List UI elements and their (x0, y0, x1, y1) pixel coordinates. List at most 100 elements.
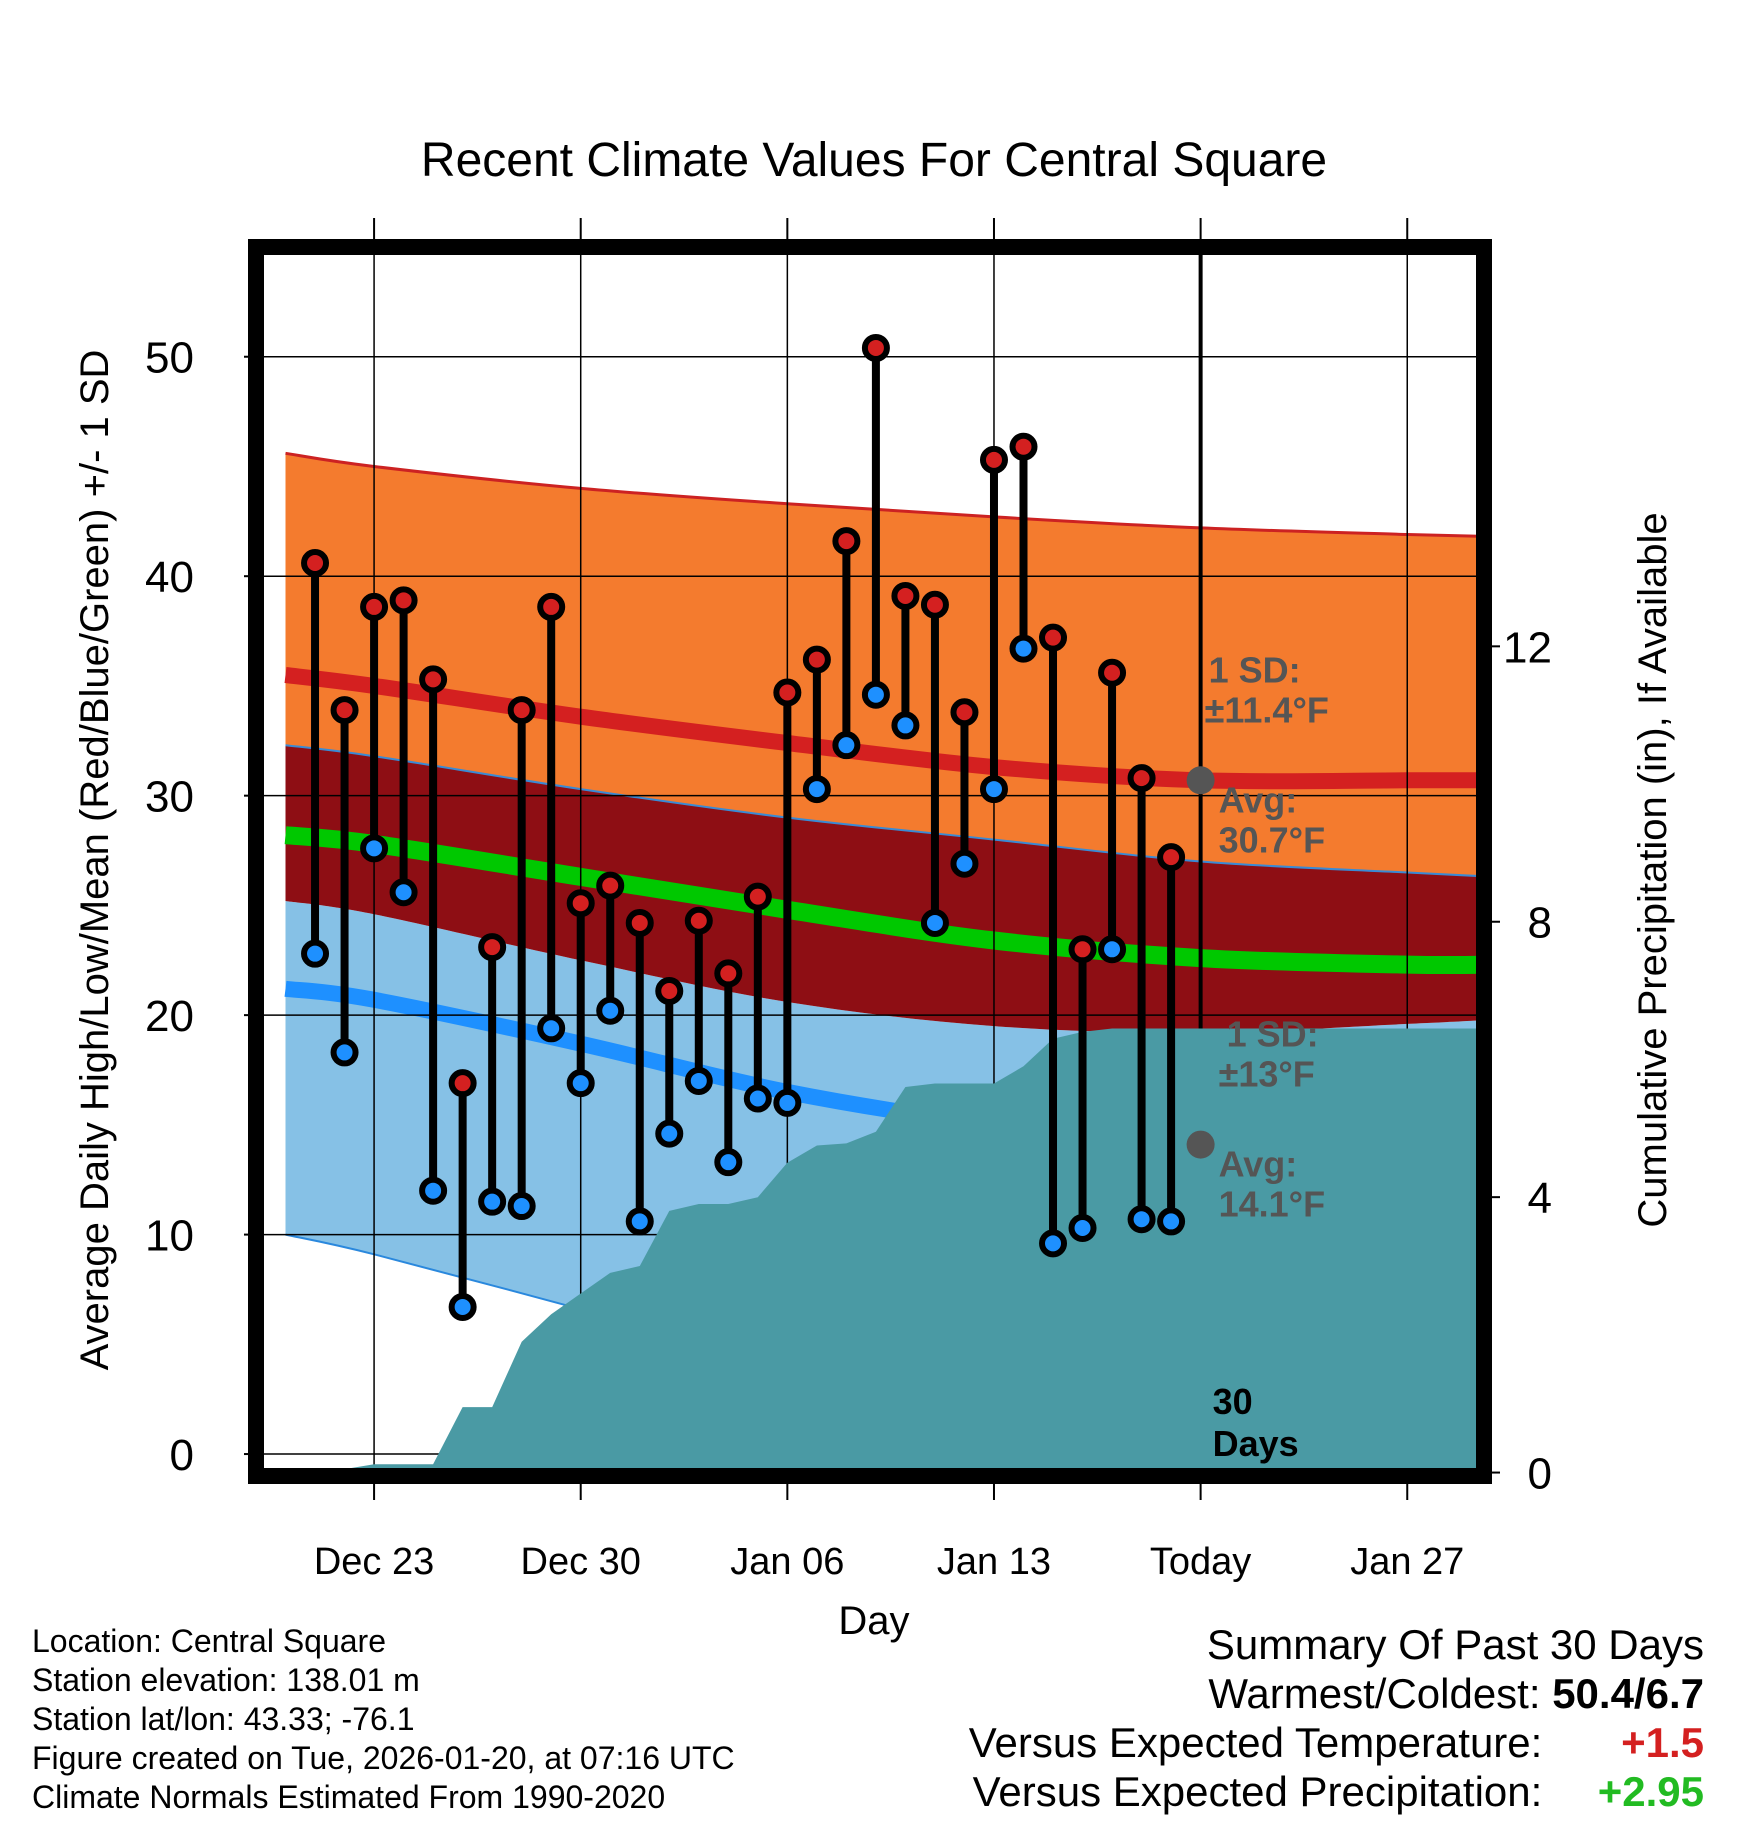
low-point (1098, 935, 1127, 964)
high-point (832, 527, 861, 556)
daily-marks (301, 333, 1186, 1322)
low-sd-label: 1 SD: (1227, 1014, 1319, 1055)
high-point (625, 908, 654, 937)
high-point (1098, 658, 1127, 687)
latlon-text: Station lat/lon: 43.33; -76.1 (32, 1701, 415, 1737)
y-axis-label: Average Daily High/Low/Mean (Red/Blue/Gr… (73, 350, 117, 1371)
high-sd-value: ±11.4°F (1205, 689, 1329, 730)
low-point (655, 1119, 684, 1148)
avg-high-marker (1186, 766, 1215, 795)
high-point (891, 581, 920, 610)
today-count-label: 30 (1213, 1381, 1253, 1422)
low-point (979, 775, 1008, 804)
summary-precip-row: Versus Expected Precipitation: +2.95 (969, 1767, 1704, 1816)
normals-text: Climate Normals Estimated From 1990-2020 (32, 1779, 666, 1815)
low-point (743, 1084, 772, 1113)
high-point (537, 592, 566, 621)
high-point (389, 586, 418, 615)
low-point (1127, 1205, 1156, 1234)
x-tick-label: Today (1150, 1541, 1251, 1583)
y-tick-label: 0 (170, 1431, 194, 1480)
high-sd-label: 1 SD: (1209, 649, 1301, 690)
low-point (684, 1066, 713, 1095)
precip-label: Versus Expected Precipitation: (972, 1768, 1543, 1815)
high-point (861, 333, 890, 362)
plot-frame (248, 239, 1492, 1484)
y-tick-label: 30 (145, 773, 194, 822)
high-point (1068, 935, 1097, 964)
warmest-value: 50.4/6.7 (1552, 1670, 1704, 1717)
y-tick-label: 20 (145, 992, 194, 1041)
high-point (301, 549, 330, 578)
precip-value: +2.95 (1597, 1768, 1704, 1815)
low-point (802, 775, 831, 804)
low-point (301, 939, 330, 968)
low-avg-value: 14.1°F (1219, 1184, 1325, 1225)
y2-axis-label: Cumulative Precipitation (in), If Availa… (1631, 512, 1675, 1227)
y-tick-label: 40 (145, 553, 194, 602)
low-point (773, 1088, 802, 1117)
x-tick-label: Jan 06 (730, 1541, 844, 1583)
high-point (478, 933, 507, 962)
x-tick-label: Dec 23 (314, 1541, 434, 1583)
created-text: Figure created on Tue, 2026-01-20, at 07… (32, 1740, 735, 1776)
high-point (1039, 623, 1068, 652)
high-point (596, 871, 625, 900)
high-point (419, 665, 448, 694)
warmest-label: Warmest/Coldest: (1208, 1670, 1541, 1717)
y2-tick-label: 8 (1528, 899, 1552, 948)
station-info: Location: Central Square Station elevati… (32, 1622, 735, 1817)
low-point (566, 1069, 595, 1098)
today-days-label: Days (1213, 1423, 1299, 1464)
high-point (920, 590, 949, 619)
low-point (1009, 634, 1038, 663)
low-point (478, 1187, 507, 1216)
y-tick-label: 10 (145, 1212, 194, 1261)
summary-temp-row: Versus Expected Temperature: +1.5 (969, 1718, 1704, 1767)
low-point (596, 996, 625, 1025)
high-point (773, 678, 802, 707)
high-point (979, 445, 1008, 474)
high-point (448, 1069, 477, 1098)
axes: 0 10 20 30 40 50 0 4 8 12 Dec 23 Dec 30 Jan 06 Jan 13… (145, 218, 1552, 1583)
low-sd-value: ±13°F (1219, 1054, 1315, 1095)
x-axis-label: Day (838, 1599, 909, 1643)
x-tick-label: Jan 13 (937, 1541, 1051, 1583)
low-point (625, 1207, 654, 1236)
high-point (743, 882, 772, 911)
high-point (714, 959, 743, 988)
low-point (419, 1176, 448, 1205)
high-point (330, 696, 359, 725)
low-point (920, 908, 949, 937)
high-sd-band (285, 453, 1484, 877)
low-point (891, 711, 920, 740)
y2-tick-label: 12 (1503, 623, 1552, 672)
low-point (714, 1148, 743, 1177)
temp-value: +1.5 (1621, 1719, 1704, 1766)
high-point (802, 645, 831, 674)
precip-layer (285, 1028, 1484, 1473)
high-point (1157, 843, 1186, 872)
low-point (1068, 1214, 1097, 1243)
low-point (861, 680, 890, 709)
low-point (1039, 1229, 1068, 1258)
high-point (1127, 764, 1156, 793)
high-point (950, 698, 979, 727)
precip-series (285, 1028, 1484, 1473)
high-avg-value: 30.7°F (1219, 819, 1325, 860)
location-text: Location: Central Square (32, 1623, 386, 1659)
y2-tick-label: 4 (1528, 1174, 1552, 1223)
high-plus-sd-line (285, 451, 1484, 538)
high-point (360, 592, 389, 621)
avg-low-marker (1186, 1130, 1215, 1159)
low-point (950, 849, 979, 878)
low-point (360, 834, 389, 863)
x-tick-label: Jan 27 (1350, 1541, 1464, 1583)
low-avg-label: Avg: (1219, 1144, 1298, 1185)
high-point (684, 906, 713, 935)
temp-label: Versus Expected Temperature: (968, 1719, 1543, 1766)
low-point (832, 731, 861, 760)
x-tick-label: Dec 30 (521, 1541, 641, 1583)
